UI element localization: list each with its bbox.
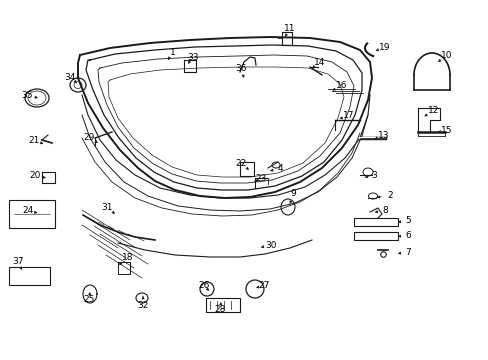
Text: 13: 13 bbox=[378, 131, 389, 140]
Text: 28: 28 bbox=[214, 306, 225, 315]
Text: 2: 2 bbox=[386, 190, 392, 199]
Text: 17: 17 bbox=[343, 111, 354, 120]
Text: 21: 21 bbox=[28, 135, 40, 144]
Bar bbox=[9, 200, 55, 228]
Text: 11: 11 bbox=[284, 23, 295, 32]
Text: 10: 10 bbox=[440, 50, 452, 59]
Text: 6: 6 bbox=[404, 230, 410, 239]
Text: 7: 7 bbox=[404, 248, 410, 257]
Text: 4: 4 bbox=[277, 163, 282, 172]
Text: 37: 37 bbox=[12, 257, 24, 266]
Text: 8: 8 bbox=[381, 206, 387, 215]
Bar bbox=[9, 267, 50, 285]
Text: 9: 9 bbox=[289, 189, 295, 198]
Text: 18: 18 bbox=[122, 253, 134, 262]
Text: 12: 12 bbox=[427, 105, 439, 114]
Text: 33: 33 bbox=[187, 53, 198, 62]
Text: 5: 5 bbox=[404, 216, 410, 225]
Text: 23: 23 bbox=[255, 174, 266, 183]
Text: 1: 1 bbox=[170, 48, 176, 57]
Text: 16: 16 bbox=[336, 81, 347, 90]
Text: 25: 25 bbox=[83, 296, 95, 305]
Text: 34: 34 bbox=[64, 72, 76, 81]
Text: 32: 32 bbox=[137, 301, 148, 310]
Text: 22: 22 bbox=[235, 158, 246, 167]
Text: 27: 27 bbox=[258, 280, 269, 289]
Text: 19: 19 bbox=[379, 42, 390, 51]
Text: 15: 15 bbox=[440, 126, 452, 135]
Text: 31: 31 bbox=[101, 202, 113, 212]
Text: 3: 3 bbox=[370, 171, 376, 180]
Text: 26: 26 bbox=[198, 280, 209, 289]
Text: 30: 30 bbox=[264, 240, 276, 249]
Text: 29: 29 bbox=[83, 132, 95, 141]
Text: 20: 20 bbox=[29, 171, 41, 180]
Text: 24: 24 bbox=[22, 206, 34, 215]
Bar bbox=[353, 218, 397, 226]
Bar bbox=[353, 232, 397, 240]
Text: 36: 36 bbox=[235, 63, 246, 72]
Text: 14: 14 bbox=[314, 58, 325, 67]
Text: 35: 35 bbox=[21, 90, 33, 99]
